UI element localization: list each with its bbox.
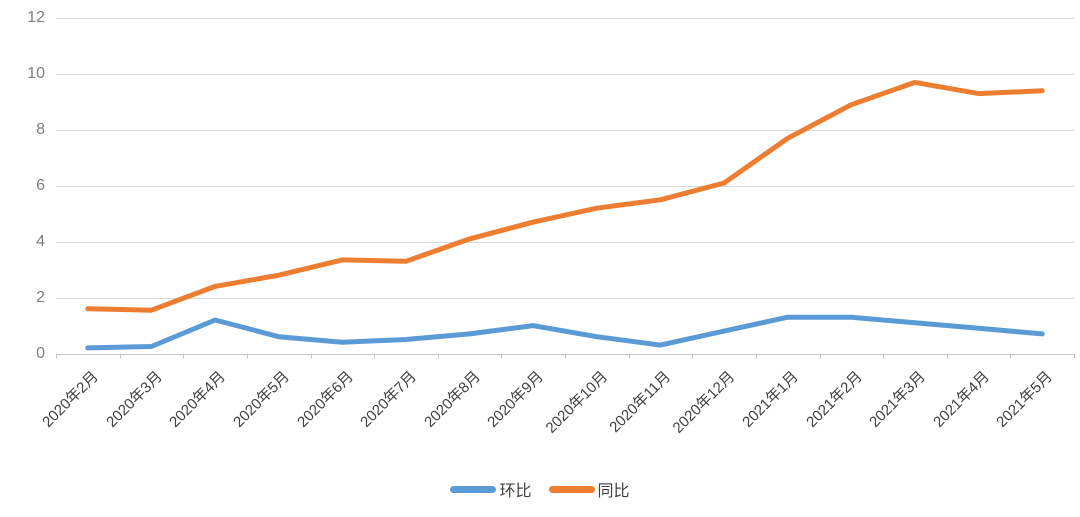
y-axis-label: 10 [27, 65, 45, 82]
series-line-1 [85, 79, 1045, 313]
legend-marker-huanbi [450, 485, 497, 493]
series-line-0 [85, 314, 1045, 351]
legend-marker-tongbi [548, 485, 595, 493]
y-axis-label: 2 [36, 288, 45, 306]
legend: 环比 同比 [0, 476, 1080, 502]
legend-label-huanbi: 环比 [499, 483, 532, 500]
y-axis-label: 6 [36, 176, 45, 194]
series-lines [85, 79, 1045, 351]
legend-item-huanbi: 环比 [450, 477, 532, 501]
legend-label-tongbi: 同比 [597, 483, 630, 500]
gridlines [56, 18, 1074, 355]
legend-item-tongbi: 同比 [548, 477, 630, 501]
y-axis-label: 12 [27, 9, 45, 27]
y-axis-label: 4 [36, 232, 45, 250]
y-axis-label: 0 [36, 344, 45, 362]
y-axis-label: 8 [36, 120, 45, 138]
x-axis [56, 353, 1075, 359]
